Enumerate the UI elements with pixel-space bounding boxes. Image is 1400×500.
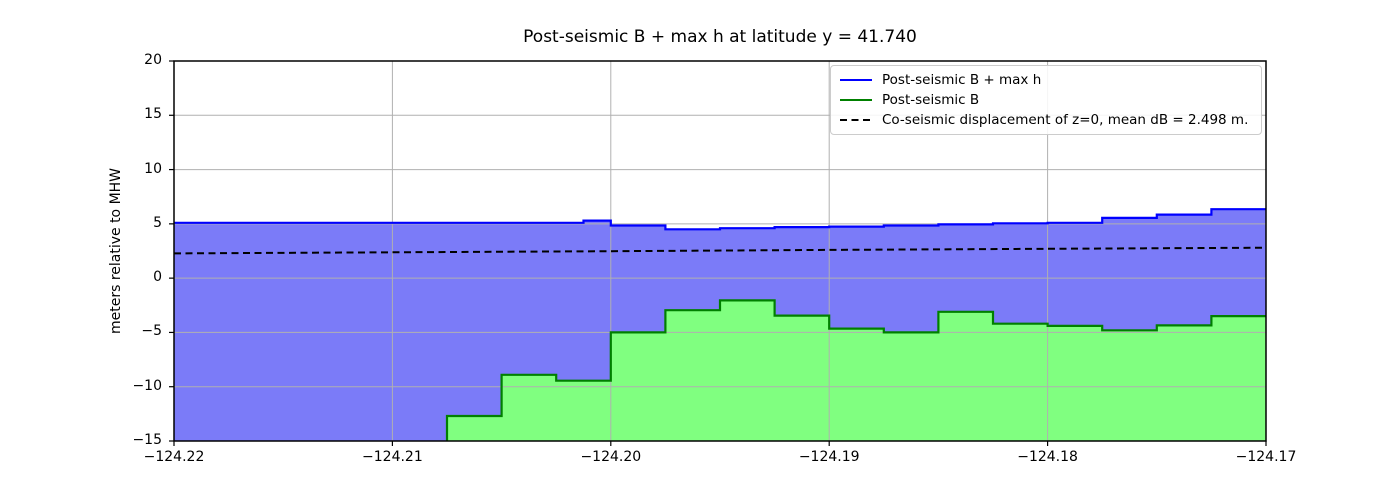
- y-tick-label: 0: [153, 269, 162, 286]
- chart-title: Post-seismic B + max h at latitude y = 4…: [523, 27, 917, 47]
- x-tick-label: −124.20: [580, 449, 642, 465]
- series-line-blue: [174, 208, 1266, 231]
- x-tick-label: −124.21: [362, 449, 423, 465]
- y-tick-label: −15: [132, 432, 162, 448]
- area-fill: [447, 300, 1266, 441]
- legend-entry-co-seismic-displacement: Co-seismic displacement of z=0, mean dB …: [840, 112, 1252, 128]
- x-tick-label: −124.19: [798, 449, 860, 465]
- green-line-sample-icon: [840, 98, 872, 102]
- legend-label: Post-seismic B + max h: [882, 72, 1042, 88]
- y-tick-label: 5: [153, 214, 162, 231]
- x-tick-label: −124.18: [1017, 449, 1078, 465]
- y-tick-label: 15: [144, 106, 162, 123]
- y-tick-label: −5: [141, 323, 162, 340]
- series-line-green: [445, 299, 1266, 441]
- x-tick-label: −124.17: [1235, 449, 1297, 465]
- y-tick-label: −10: [132, 377, 162, 394]
- legend: Post-seismic B + max h Post-seismic B Co…: [830, 65, 1262, 135]
- dashed-line-sample-icon: [840, 118, 872, 122]
- legend-label: Post-seismic B: [882, 92, 980, 108]
- series-line-dashed: [174, 246, 1266, 255]
- legend-entry-post-seismic-b: Post-seismic B: [840, 92, 1252, 108]
- legend-entry-post-seismic-b-max-h: Post-seismic B + max h: [840, 72, 1252, 88]
- x-tick-label: −124.22: [143, 449, 205, 465]
- y-tick-label: 20: [144, 52, 162, 68]
- legend-label: Co-seismic displacement of z=0, mean dB …: [882, 112, 1249, 128]
- plot-border: [173, 60, 1267, 442]
- blue-line-sample-icon: [840, 78, 872, 82]
- y-tick-label: 10: [144, 160, 162, 177]
